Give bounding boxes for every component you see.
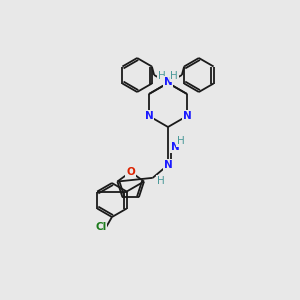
Text: H: H [157, 176, 165, 186]
Text: N: N [164, 77, 172, 87]
Text: O: O [126, 167, 135, 177]
Text: N: N [183, 111, 191, 121]
Text: Cl: Cl [95, 222, 106, 233]
Text: N: N [171, 142, 179, 152]
Text: N: N [164, 160, 172, 170]
Text: H: H [177, 136, 185, 146]
Text: N: N [164, 77, 172, 87]
Text: H: H [170, 71, 178, 81]
Text: N: N [145, 111, 153, 121]
Text: H: H [158, 71, 166, 81]
Text: N: N [164, 78, 172, 88]
